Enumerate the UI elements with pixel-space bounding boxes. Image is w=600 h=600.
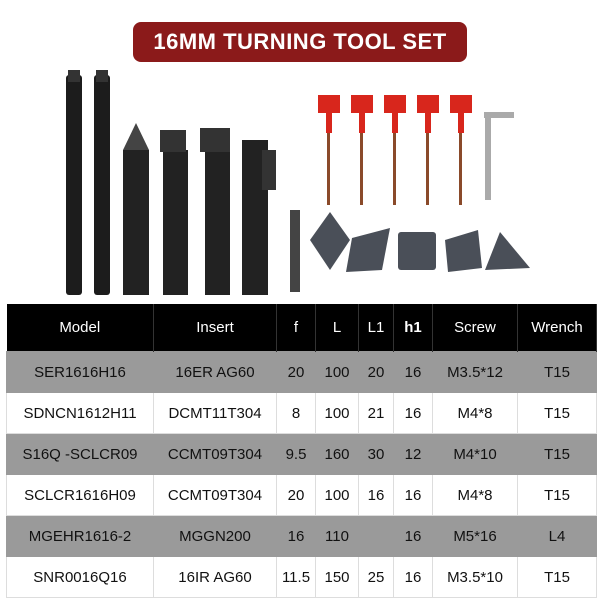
col-h1: h1 [393, 304, 433, 352]
title-banner: 16MM TURNING TOOL SET [133, 22, 467, 62]
col-l: L [315, 304, 359, 352]
table-cell: 21 [358, 392, 394, 434]
table-cell: MGEHR1616-2 [6, 515, 154, 557]
table-cell: M3.5*10 [432, 556, 518, 598]
table-cell: 16 [276, 515, 316, 557]
table-cell: M5*16 [432, 515, 518, 557]
table-cell: T15 [517, 351, 597, 393]
table-cell: 16 [393, 351, 433, 393]
table-cell: SCLCR1616H09 [6, 474, 154, 516]
col-f: f [276, 304, 316, 352]
boring-bar-2 [94, 70, 110, 295]
table-cell: S16Q -SCLCR09 [6, 433, 154, 475]
table-row: S16Q -SCLCR09 CCMT09T304 9.5 160 30 12 M4*10 T1… [6, 433, 597, 475]
table-cell: 8 [276, 392, 316, 434]
grooving-holder [242, 140, 276, 295]
table-cell: T15 [517, 474, 597, 516]
table-cell: M4*8 [432, 392, 518, 434]
table-row: SER1616H16 16ER AG60 20 100 20 16 M3.5*12 T15 [6, 351, 597, 393]
table-cell: 25 [358, 556, 394, 598]
table-cell: 16IR AG60 [153, 556, 277, 598]
tool-holder-3 [200, 128, 230, 295]
table-cell: 16 [393, 556, 433, 598]
spec-table: Model Insert f L L1 h1 Screw Wrench SER1… [6, 304, 597, 598]
col-l1: L1 [358, 304, 394, 352]
table-cell: L4 [517, 515, 597, 557]
table-cell: 20 [358, 351, 394, 393]
table-cell: 30 [358, 433, 394, 475]
table-cell: 16 [393, 515, 433, 557]
table-cell: CCMT09T304 [153, 474, 277, 516]
col-wrench: Wrench [517, 304, 597, 352]
table-cell: CCMT09T304 [153, 433, 277, 475]
grooving-insert [290, 210, 300, 292]
table-cell: 16 [393, 392, 433, 434]
table-cell: MGGN200 [153, 515, 277, 557]
tool-holder-2 [160, 130, 188, 295]
table-cell: 12 [393, 433, 433, 475]
table-cell: 100 [315, 351, 359, 393]
table-cell: M4*10 [432, 433, 518, 475]
tool-holder-1 [123, 123, 149, 295]
table-cell: T15 [517, 392, 597, 434]
table-row: SCLCR1616H09 CCMT09T304 20 100 16 16 M4*8 T15 [6, 474, 597, 516]
torx-wrenches [318, 95, 472, 205]
boring-bar-1 [66, 70, 82, 295]
table-cell: M3.5*12 [432, 351, 518, 393]
table-cell: DCMT11T304 [153, 392, 277, 434]
table-cell [358, 515, 394, 557]
table-cell: 100 [315, 392, 359, 434]
table-cell: 20 [276, 474, 316, 516]
inserts [310, 212, 530, 272]
product-photo [66, 70, 530, 295]
col-model: Model [6, 304, 154, 352]
col-insert: Insert [153, 304, 277, 352]
table-cell: 110 [315, 515, 359, 557]
table-cell: 16ER AG60 [153, 351, 277, 393]
table-cell: 16 [358, 474, 394, 516]
table-cell: SDNCN1612H11 [6, 392, 154, 434]
table-cell: 150 [315, 556, 359, 598]
table-row: MGEHR1616-2 MGGN200 16 110 16 M5*16 L4 [6, 515, 597, 557]
table-cell: 11.5 [276, 556, 316, 598]
table-cell: SNR0016Q16 [6, 556, 154, 598]
table-cell: 100 [315, 474, 359, 516]
table-cell: 9.5 [276, 433, 316, 475]
table-cell: 160 [315, 433, 359, 475]
table-header: Model Insert f L L1 h1 Screw Wrench [6, 304, 597, 352]
table-row: SDNCN1612H11 DCMT11T304 8 100 21 16 M4*8 T15 [6, 392, 597, 434]
table-cell: T15 [517, 556, 597, 598]
table-row: SNR0016Q16 16IR AG60 11.5 150 25 16 M3.5*10 T15 [6, 556, 597, 598]
table-cell: 20 [276, 351, 316, 393]
table-cell: 16 [393, 474, 433, 516]
table-cell: SER1616H16 [6, 351, 154, 393]
hex-key [484, 112, 514, 200]
table-cell: M4*8 [432, 474, 518, 516]
table-cell: T15 [517, 433, 597, 475]
col-screw: Screw [432, 304, 518, 352]
